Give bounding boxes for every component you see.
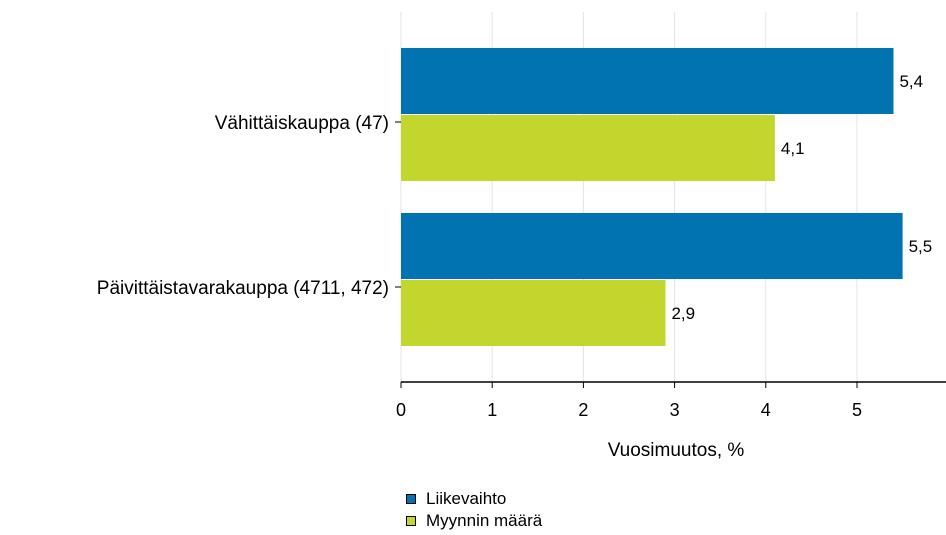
legend-item-liikevaihto: Liikevaihto: [406, 488, 542, 510]
data-label: 4,1: [781, 139, 805, 158]
legend: Liikevaihto Myynnin määrä: [406, 488, 542, 532]
legend-item-myynnin-maara: Myynnin määrä: [406, 510, 542, 532]
x-tick-label: 4: [761, 400, 771, 420]
x-tick-label: 0: [396, 400, 406, 420]
x-tick-label: 3: [670, 400, 680, 420]
legend-swatch: [406, 516, 416, 526]
category-label: Päivittäistavarakauppa (4711, 472): [97, 278, 389, 299]
x-axis-title: Vuosimuutos, %: [608, 440, 745, 461]
x-tick-label: 2: [578, 400, 588, 420]
x-ticks: 0 1 2 3 4 5: [396, 382, 862, 420]
x-tick-label: 1: [487, 400, 497, 420]
data-label: 5,5: [909, 237, 933, 256]
category-labels: Vähittäiskauppa (47) Päivittäistavarakaup…: [97, 113, 401, 299]
data-label: 5,4: [899, 72, 923, 91]
bar: [401, 280, 666, 346]
bar: [401, 115, 775, 181]
bars: 5,4 4,1 5,5 2,9: [401, 48, 932, 346]
legend-label: Liikevaihto: [426, 489, 507, 508]
legend-label: Myynnin määrä: [426, 511, 543, 530]
bar-chart: 5,4 4,1 5,5 2,9 0 1 2 3 4 5 Vähittäiskauppa (47)…: [97, 12, 946, 461]
bar: [401, 48, 894, 114]
data-label: 2,9: [671, 304, 695, 323]
x-tick-label: 5: [852, 400, 862, 420]
bar: [401, 213, 903, 279]
category-label: Vähittäiskauppa (47): [215, 113, 389, 134]
legend-swatch: [406, 494, 416, 504]
